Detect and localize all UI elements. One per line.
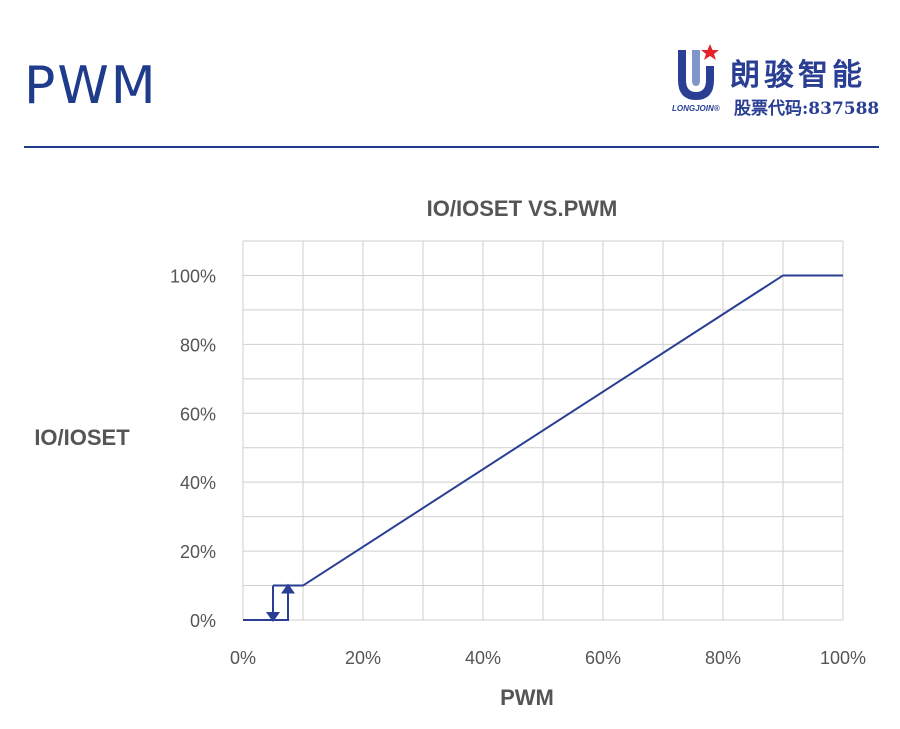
longjoin-logo-icon [678,44,719,100]
chart-title: IO/IOSET VS.PWM [427,196,618,221]
page-title: PWM [24,56,158,116]
brand-name: 朗骏智能 [730,58,866,93]
x-tick-label: 80% [705,648,741,668]
x-tick-label: 20% [345,648,381,668]
y-tick-label: 100% [170,266,216,286]
x-tick-label: 100% [820,648,866,668]
chart-ticks: 0% 20% 40% 60% 80% 100% 0% 20% 40% 60% 80% 100% [170,266,866,668]
chart-grid [242,240,844,621]
chart-series [243,274,843,622]
y-tick-label: 40% [180,473,216,493]
y-axis-label: IO/IOSET [34,425,130,450]
x-tick-label: 40% [465,648,501,668]
brand-stock-code: 股票代码:837588 [734,99,880,119]
y-tick-label: 80% [180,335,216,355]
y-tick-label: 60% [180,404,216,424]
x-tick-label: 60% [585,648,621,668]
header-divider [24,146,879,148]
x-tick-label: 0% [230,648,256,668]
brand-logo: 朗骏智能 LONGJOIN® 股票代码:837588 [672,42,887,122]
brand-english-name: LONGJOIN® [672,104,720,113]
y-tick-label: 0% [190,611,216,631]
y-tick-label: 20% [180,542,216,562]
x-axis-label: PWM [500,685,554,710]
